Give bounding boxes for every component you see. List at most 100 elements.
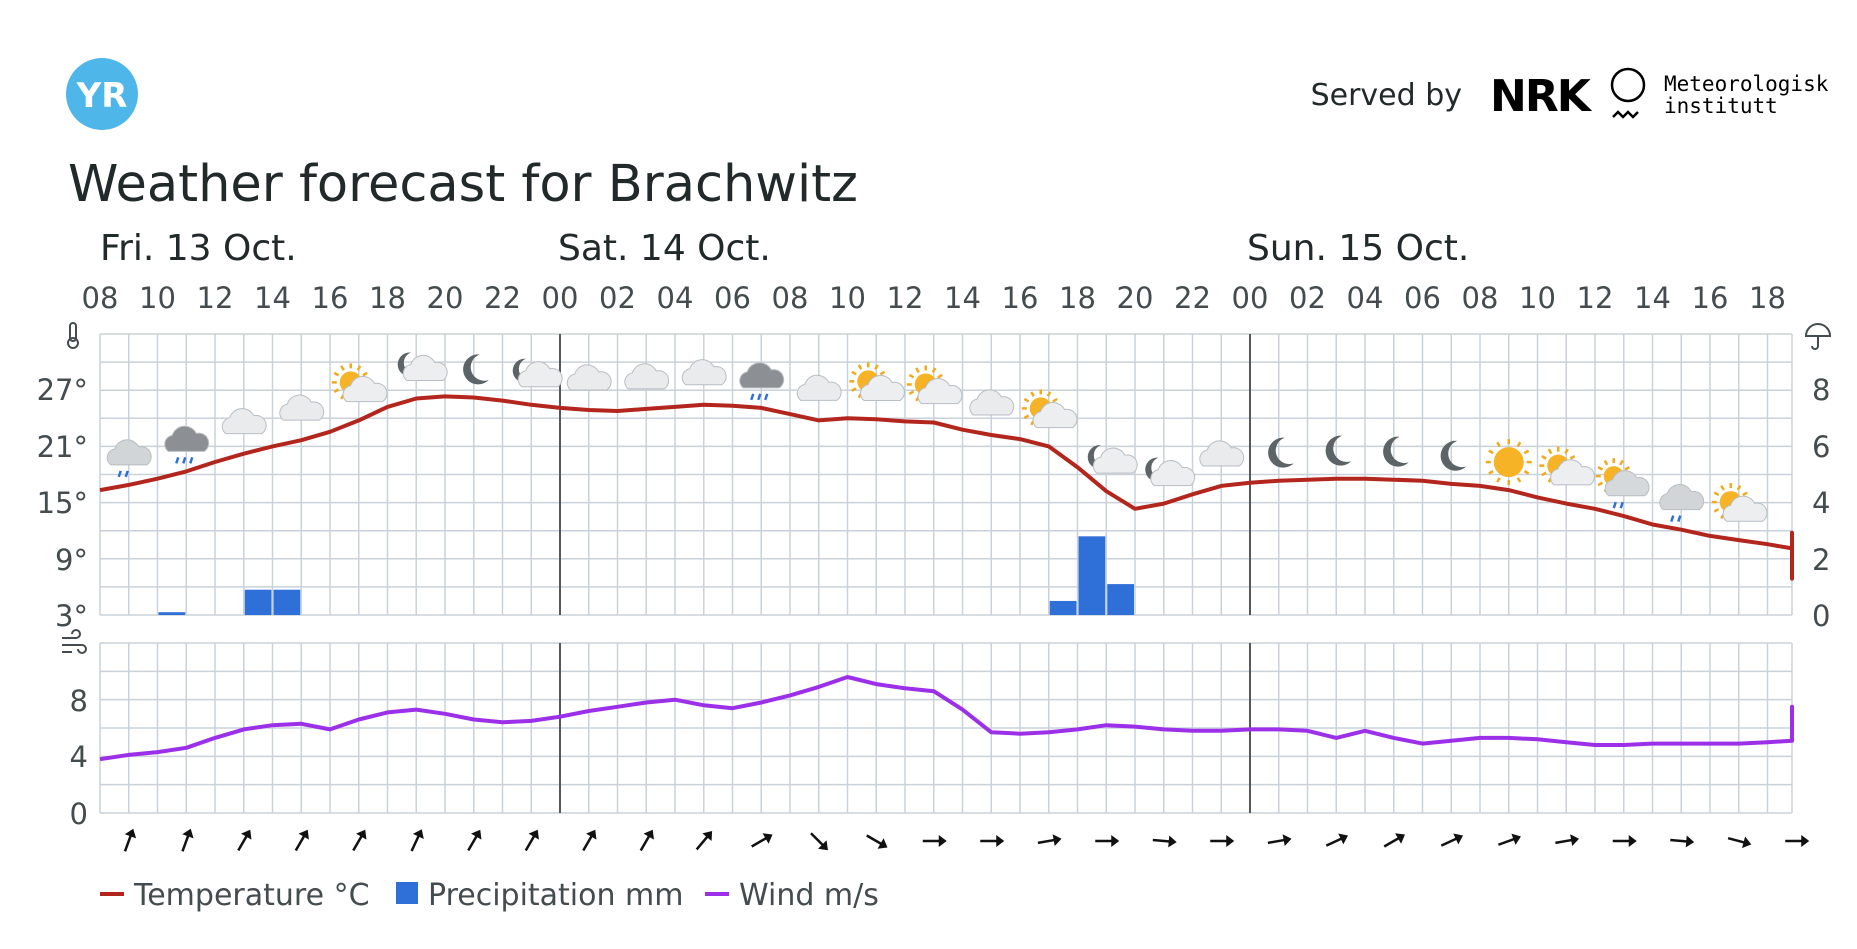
day-label-fri: Fri. 13 Oct. [100, 228, 297, 269]
temp-tick-3: 3° [55, 599, 88, 633]
precipitation-bar [1049, 600, 1077, 615]
rain-icon [164, 425, 210, 464]
hour-label: 12 [887, 281, 924, 315]
light-rain-icon [106, 439, 152, 478]
cloudy-icon [1199, 440, 1245, 467]
precipitation-bar [244, 589, 272, 615]
sun-ray [1052, 397, 1058, 403]
sun-ray [1523, 470, 1530, 475]
hour-label: 14 [254, 281, 291, 315]
clear-day-icon [1485, 439, 1532, 486]
cloud-icon [1199, 440, 1245, 467]
hour-labels: 08 10 12 14 16 18 20 22 00 02 04 06 08 10 12 14 16 18 20 22… [82, 281, 1786, 315]
sun-ray [1713, 507, 1720, 513]
met-logo-circle [1610, 67, 1646, 103]
temp-tick-15: 15° [37, 486, 88, 520]
day-label-sat: Sat. 14 Oct. [558, 228, 771, 269]
precipitation-bar [1078, 536, 1106, 615]
wind-arrow-head [1282, 834, 1292, 847]
wind-arrow-head [996, 835, 1005, 847]
wind-arrow-head [702, 831, 713, 842]
wind-arrow [639, 829, 654, 852]
sun-ray [333, 371, 340, 377]
clear-night-icon [1383, 436, 1409, 467]
wind-direction-arrows [123, 828, 1810, 852]
wind-arrow-head [1685, 835, 1695, 848]
hour-label: 10 [829, 281, 866, 315]
sun-ray [1516, 477, 1522, 483]
wind-icon [62, 629, 87, 654]
cloud-icon [566, 364, 612, 391]
wind-arrow [1267, 834, 1292, 847]
sun-ray [1030, 391, 1035, 397]
hour-label: 02 [599, 281, 636, 315]
clear-night-icon [463, 354, 489, 385]
sun-ray [1541, 455, 1547, 460]
sun-ray [1597, 481, 1604, 487]
light-rain-icon [1659, 484, 1705, 523]
sun-icon [1493, 447, 1524, 478]
hour-label: 10 [1519, 281, 1556, 315]
cloud-icon [1032, 401, 1078, 429]
sun-ray [1597, 466, 1604, 471]
met-institute-logo[interactable]: Meteorologisk institutt [1610, 67, 1829, 119]
cloud-icon [164, 425, 210, 452]
sun-ray [340, 365, 345, 371]
partly-cloudy-night-icon [1087, 445, 1138, 474]
wind-arrow-head [762, 833, 773, 844]
rain-drop [182, 456, 187, 464]
nrk-logo[interactable]: NRK [1490, 71, 1595, 122]
sun-ray [908, 373, 915, 379]
wind-arrow-head [1628, 835, 1637, 847]
hour-label: 18 [369, 281, 406, 315]
wind-tick-0: 0 [70, 797, 88, 831]
sun-ray [915, 367, 920, 373]
sun-ray [1564, 448, 1569, 455]
sun-ray [1516, 441, 1522, 448]
cloudy-icon [969, 389, 1015, 416]
sun-ray [1569, 455, 1576, 460]
partly-cloudy-night-icon [512, 358, 563, 388]
hour-label: 08 [82, 281, 119, 315]
hour-label: 14 [944, 281, 981, 315]
cloud-icon [279, 394, 325, 421]
legend: Temperature °C Precipitation mm Wind m/s [100, 878, 879, 913]
cloud-icon [739, 362, 785, 389]
precip-tick-6: 6 [1812, 430, 1830, 464]
moon-icon [397, 352, 419, 377]
wind-arrow-head [1338, 833, 1349, 845]
wind-arrow-head [1570, 834, 1580, 847]
hour-label: 00 [542, 281, 579, 315]
temperature-line [99, 394, 1794, 581]
hour-label: 08 [1462, 281, 1499, 315]
sun-ray [851, 387, 857, 392]
sun-ray [1736, 484, 1742, 491]
hour-label: 08 [772, 281, 809, 315]
yr-logo[interactable]: YR [66, 58, 138, 130]
page-title: Weather forecast for Brachwitz [68, 155, 858, 214]
partly-cloudy-day-icon [1021, 389, 1078, 429]
weather-icons [106, 352, 1768, 523]
sun-ray [356, 365, 362, 371]
wind-arrow-head [1168, 835, 1177, 848]
precip-tick-2: 2 [1812, 543, 1830, 577]
cloudy-icon [221, 408, 267, 435]
wind-arrow [1383, 833, 1406, 848]
precip-tick-0: 0 [1812, 599, 1830, 633]
wind-arrow-head [1111, 835, 1120, 847]
day-label-sun: Sun. 15 Oct. [1247, 228, 1469, 269]
wind-arrow [1095, 835, 1120, 847]
hour-label: 16 [1002, 281, 1039, 315]
sun-ray [879, 370, 886, 376]
precip-tick-4: 4 [1812, 486, 1830, 520]
wind-arrow [1152, 835, 1177, 848]
wind-arrow-head [1052, 834, 1062, 847]
cloudy-icon [796, 374, 842, 401]
sun-ray [1023, 414, 1030, 419]
wind-arrow-head [586, 829, 597, 840]
rain-drop [750, 393, 755, 401]
wind-arrow [582, 829, 597, 852]
temp-tick-9: 9° [55, 543, 88, 577]
hour-label: 06 [714, 281, 751, 315]
